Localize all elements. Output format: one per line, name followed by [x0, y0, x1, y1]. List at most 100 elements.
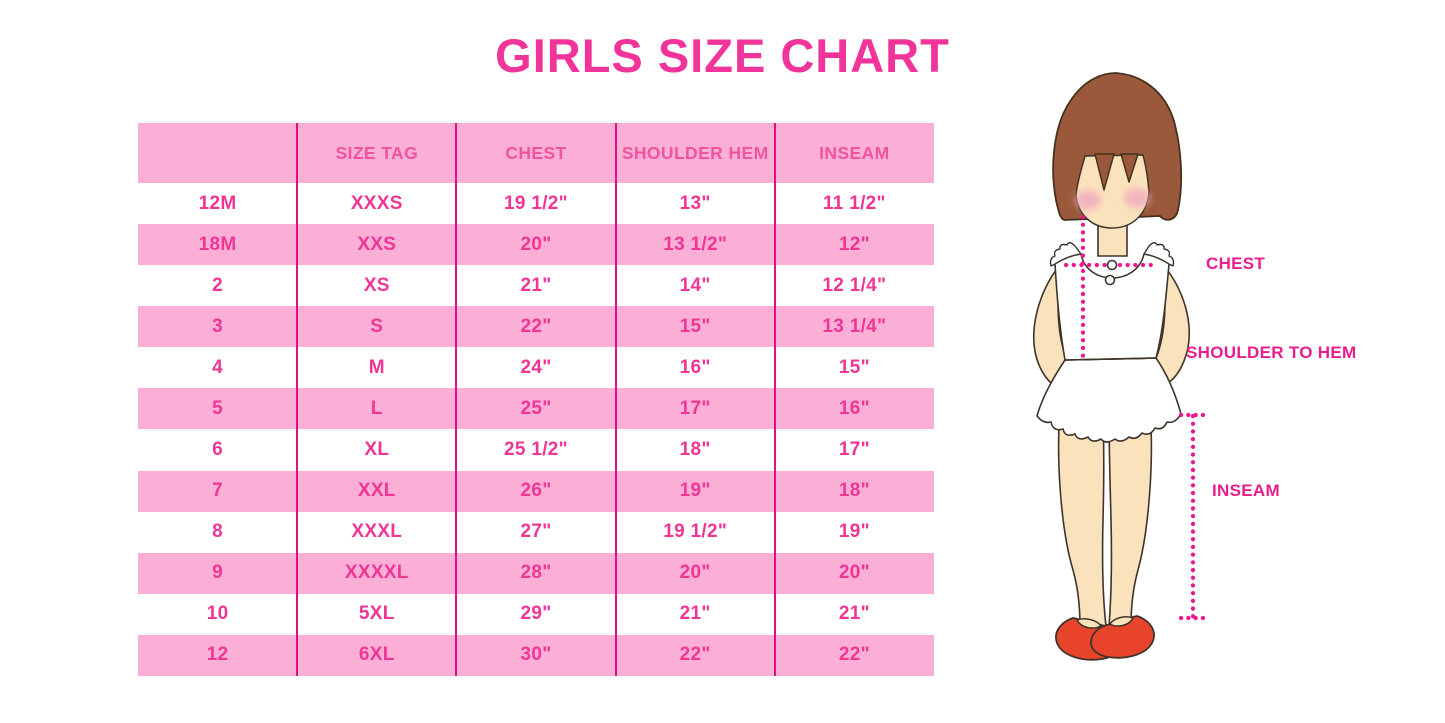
cell-inseam: 12 1/4" [822, 274, 887, 296]
hair [1052, 72, 1183, 221]
cell-shoulder-hem: 19 1/2" [663, 521, 728, 543]
bang-prong-left [1094, 153, 1115, 191]
cell-inseam: 11 1/2" [822, 192, 886, 214]
table-row: 8 XXXL 27" 19 1/2" 19" [138, 511, 934, 553]
cell-size-tag: XXL [357, 480, 396, 502]
left-shoe-opening [1076, 618, 1102, 629]
cell-shoulder-hem: 13 1/2" [663, 233, 728, 255]
skirt [1036, 357, 1182, 443]
column-divider [455, 123, 458, 676]
table-row: 18M XXS 20" 13 1/2" 12" [138, 224, 934, 266]
cell-shoulder-hem: 22" [679, 644, 711, 666]
column-divider [296, 123, 299, 676]
header-cell-inseam: INSEAM [819, 142, 890, 163]
cell-chest: 20" [520, 233, 552, 255]
cell-size: 5 [212, 397, 224, 419]
table-row: 3 S 22" 15" 13 1/4" [138, 306, 934, 348]
left-shoe [1055, 617, 1123, 661]
cell-shoulder-hem: 20" [679, 562, 711, 584]
cell-size-tag: L [370, 397, 383, 419]
cell-chest: 25" [520, 397, 552, 419]
right-shoulder-ruffle [1143, 242, 1175, 267]
cell-inseam: 17" [838, 439, 870, 460]
left-shoulder-ruffle [1049, 242, 1082, 267]
cell-chest: 24" [520, 356, 552, 378]
shoulder-to-hem-measurement-label: SHOULDER TO HEM [1186, 343, 1357, 362]
face [1075, 154, 1150, 229]
cell-size-tag: XXXXL [344, 562, 409, 584]
waist-seam [1064, 357, 1157, 361]
table-header-row: SIZE TAG CHEST SHOULDER HEM INSEAM [138, 123, 934, 183]
chest-measurement-label: CHEST [1206, 254, 1266, 273]
cell-size: 8 [212, 521, 224, 543]
cell-size-tag: XXXS [350, 192, 403, 214]
right-cheek-blush [1124, 188, 1150, 208]
cell-size: 12 [206, 644, 229, 666]
cell-size-tag: XXS [357, 233, 397, 255]
cell-chest: 29" [520, 603, 552, 625]
page-title: GIRLS SIZE CHART [495, 29, 950, 82]
right-leg [1108, 409, 1153, 627]
cell-size-tag: XXXL [351, 521, 403, 543]
cell-size: 3 [212, 315, 224, 337]
right-shoe-opening [1109, 616, 1134, 627]
cell-inseam: 18" [838, 480, 870, 502]
cell-inseam: 22" [838, 644, 870, 666]
cell-shoulder-hem: 15" [679, 315, 711, 337]
left-cheek-blush [1075, 190, 1101, 210]
cell-chest: 28" [520, 562, 552, 584]
cell-shoulder-hem: 14" [679, 274, 711, 296]
left-leg [1057, 409, 1107, 627]
cell-size: 6 [212, 439, 224, 460]
cell-inseam: 20" [838, 562, 870, 584]
cell-shoulder-hem: 13" [679, 192, 711, 214]
cell-size-tag: M [368, 356, 385, 378]
header-cell-size-tag: SIZE TAG [335, 142, 419, 163]
table-row: 9 XXXXL 28" 20" 20" [138, 552, 934, 594]
left-arm [1032, 265, 1068, 389]
cell-chest: 19 1/2" [504, 192, 568, 214]
table-row: 2 XS 21" 14" 12 1/4" [138, 265, 934, 307]
table-row: 12M XXXS 19 1/2" 13" 11 1/2" [138, 183, 934, 225]
bottom-button [1104, 274, 1116, 286]
cell-shoulder-hem: 21" [679, 603, 711, 625]
header-cell-shoulder-hem: SHOULDER HEM [621, 142, 769, 163]
cell-inseam: 15" [838, 356, 870, 378]
top-button [1106, 259, 1118, 271]
bang-prong-right [1120, 153, 1139, 183]
cell-chest: 22" [520, 315, 552, 337]
cell-inseam: 16" [838, 397, 870, 419]
right-arm [1155, 265, 1191, 386]
cell-size: 4 [212, 356, 224, 378]
neck [1097, 209, 1128, 257]
table-row: 5 L 25" 17" 16" [138, 388, 934, 430]
cell-size-tag: S [370, 315, 384, 337]
cell-chest: 26" [520, 480, 552, 502]
size-chart-table: SIZE TAG CHEST SHOULDER HEM INSEAM 12M XX… [138, 123, 934, 676]
cell-size: 10 [206, 603, 229, 625]
cell-size: 18M [198, 233, 237, 255]
cell-chest: 21" [520, 274, 552, 296]
inseam-measurement-label: INSEAM [1212, 481, 1280, 500]
cell-inseam: 19" [838, 521, 870, 543]
column-divider [614, 123, 617, 676]
cell-inseam: 21" [838, 603, 870, 625]
cell-size: 9 [212, 562, 224, 584]
table-row: 6 XL 25 1/2" 18" 17" [138, 429, 934, 471]
cell-size-tag: 6XL [358, 644, 395, 666]
cell-inseam: 12" [838, 233, 870, 255]
cell-chest: 25 1/2" [504, 439, 568, 460]
table-row: 7 XXL 26" 19" 18" [138, 470, 934, 512]
cell-size-tag: 5XL [358, 603, 395, 625]
bodice [1054, 253, 1170, 361]
table-row: 4 M 24" 16" 15" [138, 347, 934, 389]
column-divider [773, 123, 776, 676]
cell-chest: 30" [520, 644, 552, 666]
cell-size: 2 [212, 274, 224, 296]
header-cell-blank [138, 123, 297, 183]
cell-shoulder-hem: 16" [679, 356, 711, 378]
cell-shoulder-hem: 19" [679, 480, 711, 502]
cell-size: 12M [198, 192, 237, 214]
cell-size-tag: XS [363, 274, 390, 296]
